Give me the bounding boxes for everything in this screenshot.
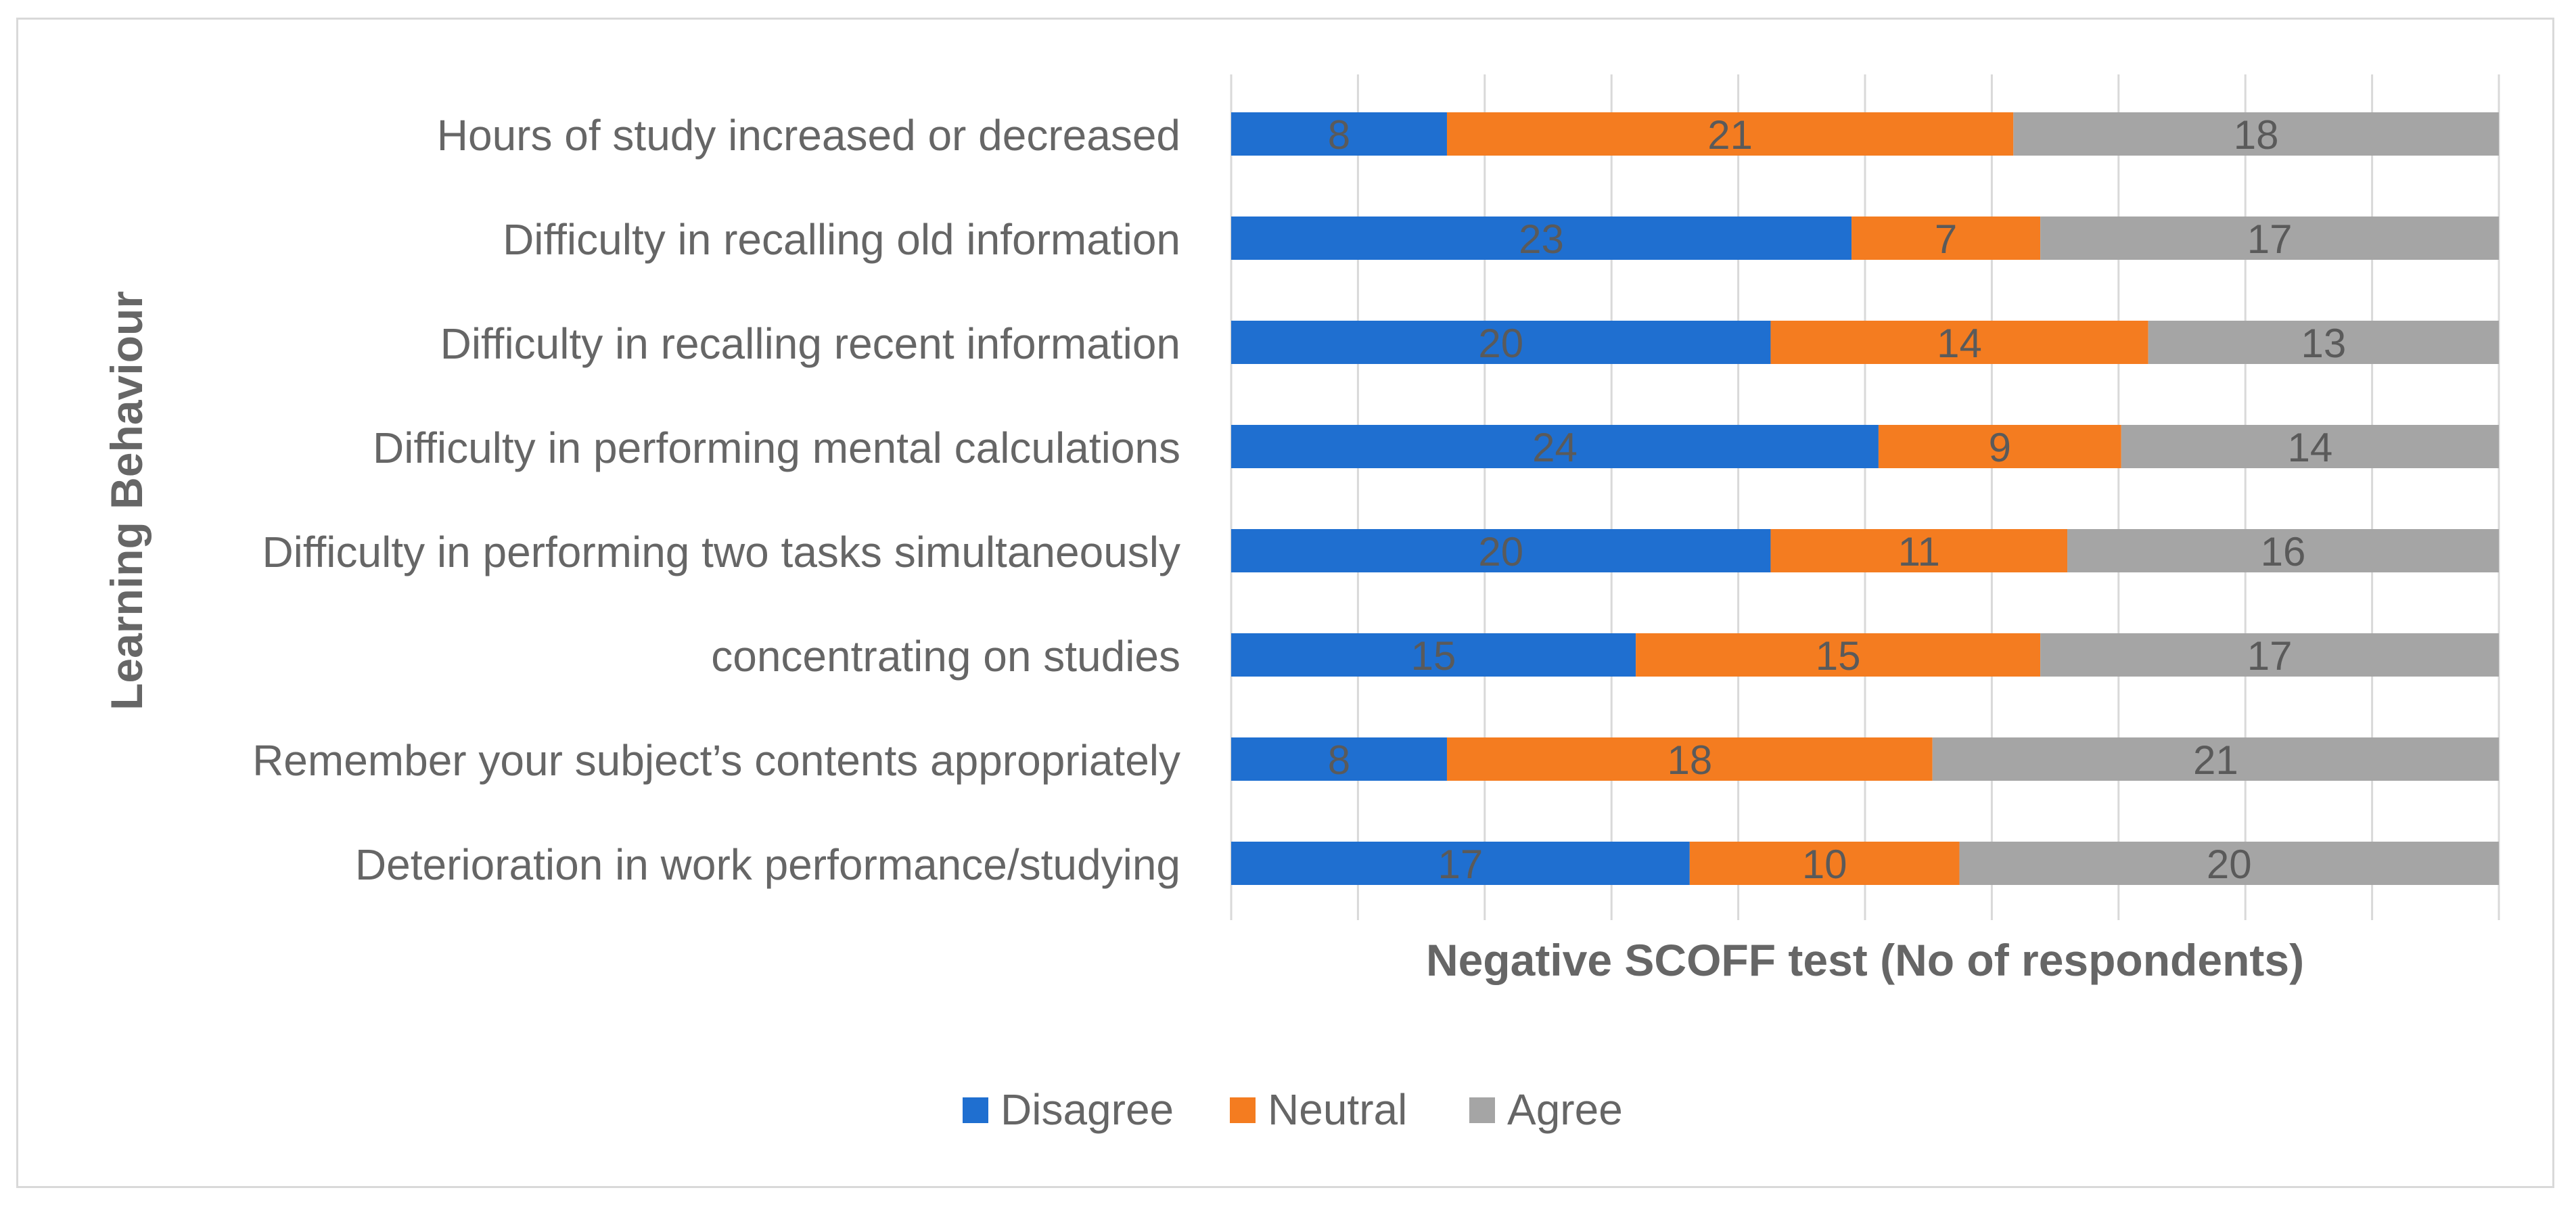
chart-frame (16, 18, 2554, 1188)
bar-agree[interactable] (2148, 321, 2499, 364)
data-label-disagree: 15 (1411, 633, 1456, 679)
data-label-agree: 21 (2193, 737, 2238, 783)
category-labels: Hours of study increased or decreased Dif… (252, 111, 1180, 889)
legend[interactable]: Disagree Neutral Agree (963, 1085, 1623, 1134)
bar-neutral[interactable] (1878, 425, 2121, 468)
data-label-agree: 16 (2261, 529, 2306, 574)
bar-agree[interactable] (1959, 842, 2499, 885)
bar-disagree[interactable] (1231, 321, 1771, 364)
bar-neutral[interactable] (1689, 842, 1960, 885)
bar-agree[interactable] (1932, 737, 2499, 781)
data-label-neutral: 14 (1937, 321, 1982, 366)
data-label-disagree: 8 (1328, 737, 1350, 783)
category-label: Hours of study increased or decreased (437, 111, 1180, 160)
category-label: Difficulty in recalling old information (503, 215, 1180, 264)
legend-item-neutral[interactable]: Neutral (1230, 1085, 1407, 1134)
legend-swatch-disagree (963, 1097, 988, 1123)
bar-disagree[interactable] (1231, 425, 1879, 468)
data-label-disagree: 20 (1478, 529, 1523, 574)
data-label-agree: 17 (2247, 633, 2293, 679)
legend-label-disagree: Disagree (1001, 1085, 1174, 1134)
bar-disagree[interactable] (1231, 217, 1852, 260)
category-label: concentrating on studies (711, 632, 1180, 681)
bars: 8 21 18 23 7 17 20 14 13 24 9 14 20 11 16 15 15 17 8 18 21 17… (1231, 112, 2499, 887)
bar-neutral[interactable] (1770, 529, 2068, 572)
category-label: Difficulty in performing two tasks simul… (262, 528, 1180, 576)
bar-agree[interactable] (2040, 633, 2499, 677)
data-label-disagree: 8 (1328, 112, 1350, 158)
data-label-disagree: 23 (1519, 217, 1564, 262)
data-label-neutral: 21 (1707, 112, 1753, 158)
bar-agree[interactable] (2067, 529, 2499, 572)
data-label-neutral: 18 (1667, 737, 1712, 783)
data-label-neutral: 10 (1802, 842, 1847, 887)
x-axis-title: Negative SCOFF test (No of respondents) (1426, 935, 2304, 985)
data-label-neutral: 9 (1989, 425, 2011, 470)
data-label-agree: 13 (2301, 321, 2346, 366)
legend-swatch-neutral (1230, 1097, 1256, 1123)
bar-disagree[interactable] (1231, 529, 1771, 572)
legend-label-agree: Agree (1507, 1085, 1623, 1134)
data-label-disagree: 17 (1438, 842, 1484, 887)
bar-disagree[interactable] (1231, 737, 1447, 781)
bar-agree[interactable] (2013, 112, 2499, 156)
gridlines (1230, 74, 2500, 920)
category-label: Deterioration in work performance/studyi… (355, 840, 1180, 889)
category-label: Difficulty in recalling recent informati… (440, 319, 1180, 368)
bar-neutral[interactable] (1770, 321, 2148, 364)
bar-agree[interactable] (2040, 217, 2499, 260)
legend-item-disagree[interactable]: Disagree (963, 1085, 1174, 1134)
category-label: Difficulty in performing mental calculat… (373, 424, 1180, 472)
data-label-neutral: 7 (1935, 217, 1957, 262)
data-label-agree: 14 (2288, 425, 2333, 470)
data-label-agree: 20 (2207, 842, 2252, 887)
data-label-agree: 18 (2234, 112, 2279, 158)
bar-disagree[interactable] (1231, 112, 1447, 156)
data-label-disagree: 20 (1478, 321, 1523, 366)
bar-disagree[interactable] (1231, 842, 1690, 885)
bar-agree[interactable] (2121, 425, 2499, 468)
legend-item-agree[interactable]: Agree (1469, 1085, 1623, 1134)
data-label-agree: 17 (2247, 217, 2293, 262)
bar-neutral[interactable] (1636, 633, 2041, 677)
bar-disagree[interactable] (1231, 633, 1636, 677)
data-label-neutral: 11 (1898, 529, 1940, 574)
legend-label-neutral: Neutral (1268, 1085, 1407, 1134)
bar-neutral[interactable] (1446, 737, 1933, 781)
data-label-neutral: 15 (1816, 633, 1861, 679)
y-axis-title: Learning Behaviour (101, 291, 152, 710)
legend-swatch-agree (1469, 1097, 1495, 1123)
data-label-disagree: 24 (1532, 425, 1578, 470)
category-label: Remember your subject’s contents appropr… (252, 736, 1180, 785)
bar-neutral[interactable] (1446, 112, 2014, 156)
bar-neutral[interactable] (1852, 217, 2041, 260)
